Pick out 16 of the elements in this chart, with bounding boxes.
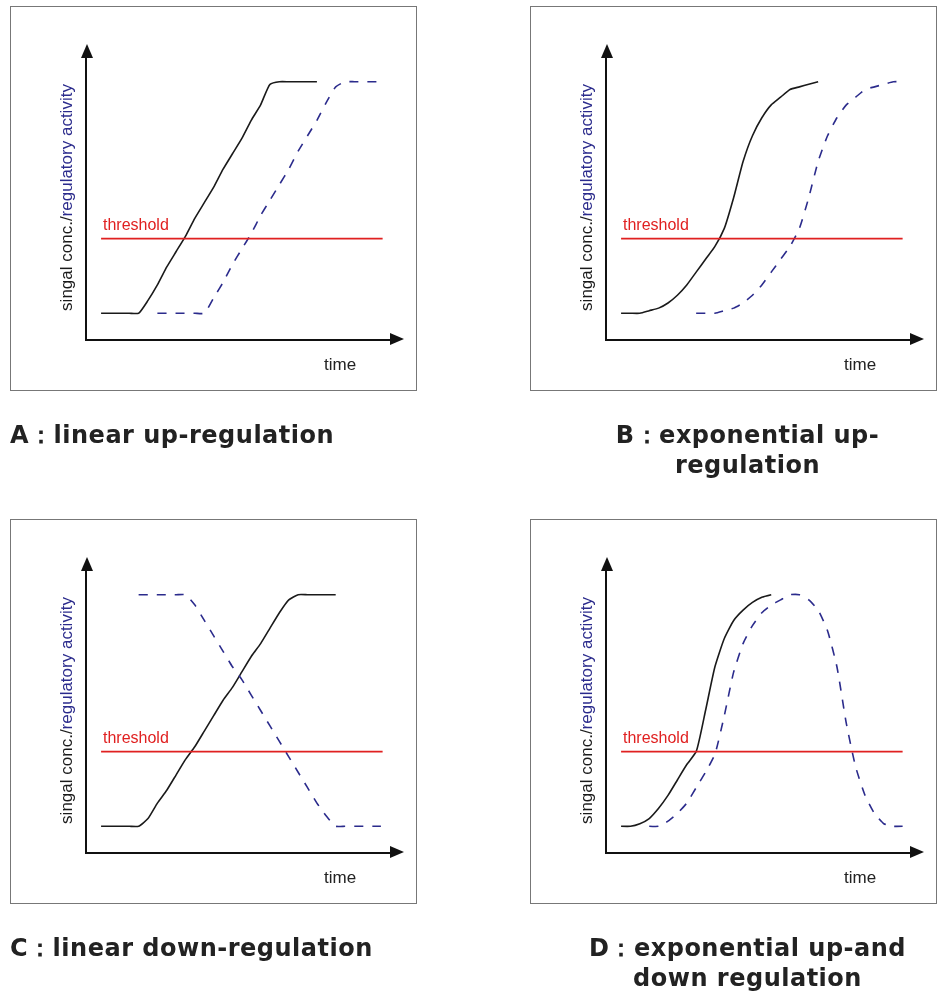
text: C：linear down-regulation: [10, 933, 374, 964]
x-axis-title: time: [324, 868, 357, 887]
ref-line-label: threshold: [103, 216, 169, 233]
ref-line-label: threshold: [623, 216, 689, 233]
y-axis-title: singal conc./regulatory activity: [57, 83, 77, 311]
text: D：exponential up-and down regulation: [588, 933, 907, 992]
text: A：linear up-regulation: [10, 420, 336, 451]
y-axis-title: singal conc./regulatory activity: [577, 83, 597, 311]
x-axis-title: time: [844, 868, 877, 887]
y-axis-title: singal conc./regulatory activity: [57, 596, 77, 824]
text: B：exponential up-regulation: [614, 420, 881, 479]
x-axis-title: time: [844, 355, 877, 374]
ref-line-label: threshold: [103, 729, 169, 746]
y-axis-title: singal conc./regulatory activity: [577, 596, 597, 824]
x-axis-title: time: [324, 355, 357, 374]
ref-line-label: threshold: [623, 729, 689, 746]
